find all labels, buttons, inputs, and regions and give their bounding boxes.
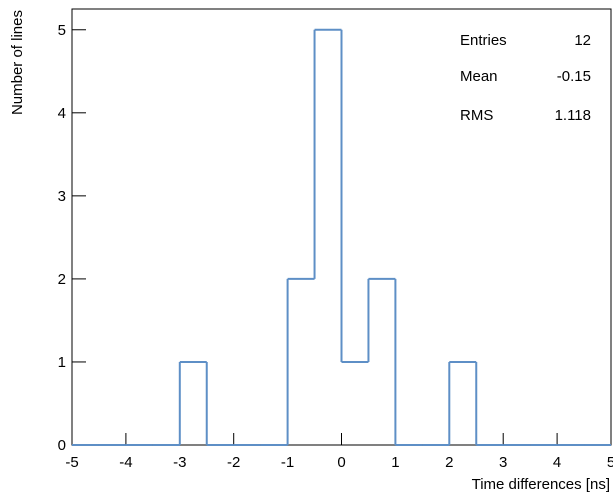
- x-tick-label: -1: [281, 454, 294, 471]
- stats-label: Mean: [460, 68, 498, 85]
- stats-label: Entries: [460, 32, 507, 49]
- x-axis-title: Time differences [ns]: [472, 476, 610, 493]
- x-tick-label: 0: [337, 454, 345, 471]
- stats-value: 12: [574, 32, 591, 49]
- x-tick-label: 2: [445, 454, 453, 471]
- y-tick-label: 0: [58, 437, 66, 454]
- stats-label: RMS: [460, 107, 493, 124]
- stats-value: -0.15: [557, 68, 591, 85]
- x-tick-label: 1: [391, 454, 399, 471]
- x-tick-label: -5: [65, 454, 78, 471]
- y-tick-label: 4: [58, 105, 66, 122]
- x-tick-label: 4: [553, 454, 561, 471]
- x-tick-label: -3: [173, 454, 186, 471]
- y-tick-label: 3: [58, 188, 66, 205]
- x-tick-label: 5: [607, 454, 613, 471]
- x-tick-label: 3: [499, 454, 507, 471]
- y-tick-label: 1: [58, 354, 66, 371]
- x-tick-label: -4: [119, 454, 132, 471]
- x-tick-label: -2: [227, 454, 240, 471]
- y-tick-label: 2: [58, 271, 66, 288]
- y-axis-title: Number of lines: [9, 10, 26, 115]
- stats-value: 1.118: [555, 107, 591, 124]
- y-tick-label: 5: [58, 22, 66, 39]
